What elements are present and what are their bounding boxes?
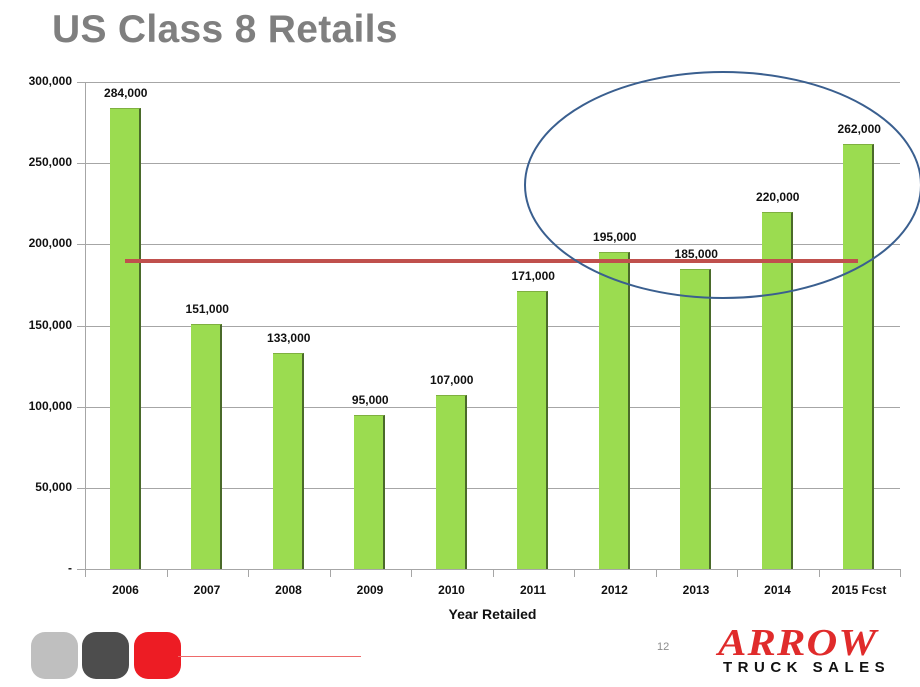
y-axis-labels: 300,000 250,000 200,000 150,000 100,000 50,00… — [0, 0, 72, 600]
bar-2013 — [680, 268, 712, 569]
gridline — [77, 406, 900, 408]
x-tick-label: 2006 — [112, 583, 139, 597]
bar-2008 — [272, 353, 304, 569]
x-tick — [85, 569, 86, 577]
data-label: 195,000 — [593, 230, 637, 245]
gridline — [77, 163, 900, 165]
x-tick-label: 2012 — [601, 583, 628, 597]
x-tick — [166, 569, 168, 577]
x-axis-line — [77, 569, 900, 570]
gridline — [77, 487, 900, 489]
y-tick-label: 100,000 — [28, 398, 72, 413]
bar-2012 — [598, 252, 630, 569]
x-tick-label: 2008 — [275, 583, 302, 597]
x-tick-label: 2014 — [764, 583, 791, 597]
x-tick — [737, 569, 738, 577]
x-tick — [900, 569, 901, 577]
gridline — [77, 325, 900, 327]
data-label: 171,000 — [511, 269, 555, 284]
y-tick-label: 300,000 — [28, 74, 72, 88]
y-tick-label: - — [68, 561, 72, 575]
chart-plot-area: 284,000 2006 151,000 2007 133,000 2008 95,000 2… — [77, 82, 901, 597]
data-label: 133,000 — [267, 331, 311, 346]
bar-2009 — [354, 414, 386, 569]
data-label: 185,000 — [674, 246, 718, 261]
data-label: 151,000 — [185, 301, 229, 316]
decor-square-gray — [31, 632, 78, 679]
average-line — [124, 258, 859, 263]
x-tick — [574, 569, 575, 577]
y-tick-label: 50,000 — [35, 479, 72, 494]
gridline — [77, 244, 900, 246]
bar-2006 — [109, 107, 141, 569]
x-tick-label: 2013 — [682, 583, 710, 597]
data-label: 95,000 — [351, 392, 389, 407]
x-tick — [411, 569, 412, 577]
x-tick-label: 2009 — [356, 583, 384, 597]
x-tick — [655, 569, 657, 577]
x-tick — [329, 569, 331, 577]
bar-2010 — [435, 395, 467, 569]
y-tick-label: 200,000 — [28, 236, 72, 251]
data-label: 284,000 — [104, 85, 148, 100]
x-tick — [492, 569, 494, 577]
bar-2014 — [761, 211, 793, 569]
x-tick-label: 2010 — [438, 583, 465, 597]
y-tick-label: 250,000 — [28, 155, 72, 170]
decor-square-red — [134, 632, 181, 679]
data-label: 107,000 — [430, 373, 474, 388]
gridline — [77, 82, 900, 83]
x-tick — [248, 569, 249, 577]
data-label: 262,000 — [837, 121, 881, 136]
decor-rule — [178, 656, 361, 657]
slide-title: US Class 8 Retails — [52, 8, 398, 51]
page-number: 12 — [657, 641, 670, 653]
logo-truck-sales: TRUCK SALES — [723, 659, 891, 676]
y-tick-label: 150,000 — [28, 317, 72, 332]
x-axis-title: Year Retailed — [448, 606, 537, 622]
bar-2011 — [517, 291, 549, 569]
bar-2015-fcst — [843, 143, 875, 569]
x-tick-label: 2007 — [193, 583, 221, 597]
x-tick — [818, 569, 820, 577]
bar-2007 — [191, 323, 223, 569]
x-tick-label: 2011 — [519, 583, 547, 597]
x-tick-label: 2015 Fcst — [831, 583, 887, 597]
data-label: 220,000 — [756, 189, 800, 204]
logo-arrow: ARROW — [718, 622, 878, 664]
decor-square-dark — [82, 632, 129, 679]
